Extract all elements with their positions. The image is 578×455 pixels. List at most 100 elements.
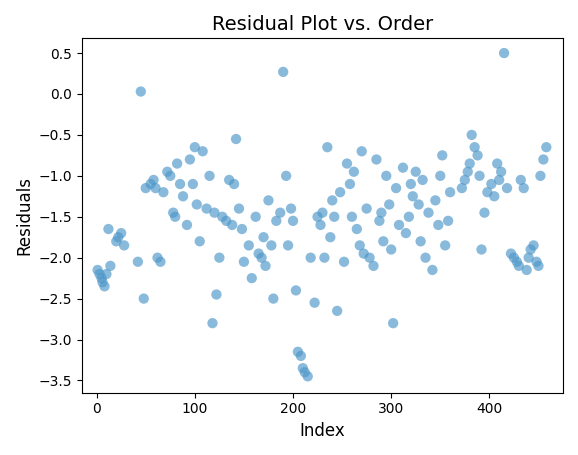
Point bbox=[172, 160, 181, 167]
Point bbox=[251, 213, 260, 220]
Point bbox=[387, 246, 396, 253]
Point bbox=[401, 229, 410, 237]
Point bbox=[414, 201, 423, 208]
Point bbox=[244, 242, 253, 249]
Point bbox=[269, 295, 278, 302]
Point bbox=[465, 160, 475, 167]
Point bbox=[379, 238, 388, 245]
Point bbox=[406, 180, 416, 187]
Point bbox=[347, 213, 357, 220]
Point bbox=[542, 143, 551, 151]
Point bbox=[117, 229, 126, 237]
Point bbox=[169, 209, 178, 216]
Point bbox=[283, 242, 292, 249]
Point bbox=[171, 213, 180, 220]
Point bbox=[228, 221, 237, 228]
Point bbox=[487, 180, 496, 187]
Point bbox=[231, 136, 240, 143]
Point bbox=[259, 233, 268, 241]
Title: Residual Plot vs. Order: Residual Plot vs. Order bbox=[212, 15, 433, 34]
Point bbox=[112, 238, 121, 245]
Point bbox=[106, 262, 115, 269]
Point bbox=[102, 270, 111, 278]
Point bbox=[539, 156, 548, 163]
Point bbox=[514, 262, 524, 269]
Point bbox=[192, 201, 201, 208]
Point bbox=[239, 258, 249, 265]
Point bbox=[234, 205, 243, 212]
Point bbox=[136, 88, 146, 95]
Point bbox=[408, 192, 417, 200]
Point bbox=[291, 287, 301, 294]
Point bbox=[225, 176, 234, 183]
Point bbox=[506, 250, 516, 257]
Point bbox=[497, 168, 506, 175]
Point bbox=[398, 164, 407, 171]
Point bbox=[428, 266, 437, 273]
Point bbox=[375, 217, 384, 224]
Point bbox=[176, 180, 185, 187]
Point bbox=[98, 278, 107, 286]
Point bbox=[416, 238, 425, 245]
Point bbox=[335, 188, 344, 196]
Point bbox=[104, 225, 113, 233]
Point bbox=[264, 197, 273, 204]
Point bbox=[215, 254, 224, 261]
Point bbox=[352, 225, 361, 233]
Point bbox=[247, 274, 257, 282]
Point bbox=[483, 188, 492, 196]
Point bbox=[316, 221, 325, 228]
Point bbox=[359, 250, 368, 257]
Point bbox=[355, 242, 364, 249]
Point bbox=[524, 254, 533, 261]
Point bbox=[463, 168, 472, 175]
Point bbox=[141, 184, 150, 192]
Point bbox=[114, 233, 123, 241]
Point bbox=[362, 205, 371, 212]
Point bbox=[512, 258, 521, 265]
Point bbox=[424, 209, 433, 216]
Point bbox=[388, 319, 398, 327]
Point bbox=[159, 188, 168, 196]
Point bbox=[534, 262, 543, 269]
Point bbox=[431, 197, 440, 204]
Point bbox=[325, 233, 335, 241]
Point bbox=[254, 250, 263, 257]
Point bbox=[377, 209, 386, 216]
Point bbox=[421, 254, 430, 261]
Point bbox=[369, 262, 378, 269]
Point bbox=[221, 217, 231, 224]
Point bbox=[139, 295, 149, 302]
Point bbox=[212, 291, 221, 298]
Point bbox=[120, 242, 129, 249]
Point bbox=[182, 221, 191, 228]
Point bbox=[100, 283, 109, 290]
Point bbox=[323, 143, 332, 151]
Point bbox=[97, 274, 106, 282]
Point bbox=[151, 184, 160, 192]
Point bbox=[281, 172, 291, 179]
Point bbox=[446, 188, 455, 196]
Point bbox=[210, 209, 219, 216]
Point bbox=[345, 180, 354, 187]
Point bbox=[470, 143, 479, 151]
Point bbox=[186, 156, 195, 163]
Point bbox=[495, 176, 504, 183]
Point bbox=[208, 319, 217, 327]
Point bbox=[519, 184, 528, 192]
Point bbox=[267, 242, 276, 249]
Point bbox=[288, 217, 298, 224]
Point bbox=[303, 373, 312, 380]
Point bbox=[272, 217, 281, 224]
Point bbox=[202, 205, 211, 212]
Point bbox=[162, 168, 172, 175]
Point bbox=[473, 152, 482, 159]
Point bbox=[205, 172, 214, 179]
Point bbox=[332, 307, 342, 314]
Point bbox=[149, 176, 158, 183]
Point bbox=[146, 180, 155, 187]
Point bbox=[156, 258, 165, 265]
Point bbox=[499, 50, 509, 57]
Point bbox=[179, 192, 188, 200]
Point bbox=[261, 262, 270, 269]
